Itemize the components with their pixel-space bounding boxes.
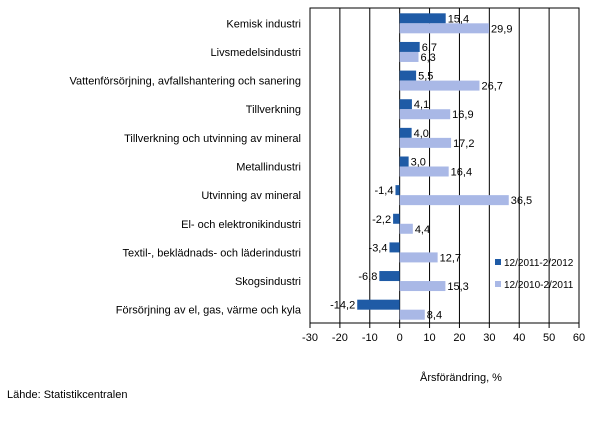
bar: [399, 309, 425, 320]
bar: [399, 70, 417, 81]
source-note: Lähde: Statistikcentralen: [7, 389, 128, 401]
bar: [399, 156, 409, 167]
x-axis-label: Årsförändring, %: [420, 371, 502, 384]
category-label: Tillverkning och utvinning av mineral: [124, 133, 301, 145]
data-label: 5,5: [418, 71, 433, 83]
data-label: 17,2: [453, 138, 474, 150]
x-tick-label: 40: [513, 332, 525, 344]
category-label: Utvinning av mineral: [201, 190, 301, 202]
category-label: Kemisk industri: [226, 18, 301, 30]
data-label: -14,2: [330, 300, 355, 312]
data-label: 16,4: [451, 167, 472, 179]
category-label: Skogsindustri: [235, 276, 301, 288]
data-label: 26,7: [481, 81, 502, 93]
x-tick-label: 30: [483, 332, 495, 344]
data-label: -1,4: [375, 185, 394, 197]
x-tick-label: -20: [332, 332, 348, 344]
category-label: Vattenförsörjning, avfallshantering och …: [69, 76, 301, 88]
data-label: 16,9: [452, 109, 473, 121]
x-tick-label: 20: [453, 332, 465, 344]
category-label: Textil-, beklädnads- och läderindustri: [122, 247, 301, 259]
plot-frame: [309, 7, 580, 324]
x-tick-label: 10: [423, 332, 435, 344]
category-label: Tillverkning: [246, 104, 301, 116]
x-tick-label: -10: [362, 332, 378, 344]
category-labels: Kemisk industri Livsmedelsindustri Vattenf…: [69, 18, 301, 316]
bar: [357, 299, 400, 310]
bars: [357, 13, 509, 320]
bar: [389, 242, 400, 253]
axes: [309, 7, 580, 328]
data-label: 15,3: [447, 281, 468, 293]
legend-label: 12/2010-2/2011: [504, 280, 574, 291]
bar: [399, 127, 412, 138]
bar: [395, 185, 400, 196]
bar: [399, 23, 490, 34]
bar: [399, 252, 438, 263]
data-label: 3,0: [411, 157, 426, 169]
category-label: El- och elektronikindustri: [181, 219, 301, 231]
data-label: 4,0: [414, 128, 429, 140]
tick-labels: -30 -20 -10 0 10 20 30 40 50 60: [302, 332, 585, 344]
data-label: 6,7: [422, 42, 437, 54]
data-label: -6,8: [358, 271, 377, 283]
bar: [379, 271, 400, 282]
bar: [399, 195, 509, 206]
x-tick-label: 50: [543, 332, 555, 344]
legend-label: 12/2011-2/2012: [504, 258, 574, 269]
bar: [393, 213, 400, 224]
bar: [399, 137, 452, 148]
legend-swatch: [495, 281, 501, 287]
data-label: 4,4: [415, 224, 430, 236]
data-label: 6,3: [420, 52, 435, 64]
category-label: Försörjning av el, gas, värme och kyla: [116, 305, 302, 317]
legend: 12/2011-2/2012 12/2010-2/2011: [495, 258, 574, 291]
legend-swatch: [495, 259, 501, 265]
bar: [399, 41, 420, 52]
bar: [399, 281, 446, 292]
data-label: 8,4: [427, 310, 442, 322]
data-label: -3,4: [369, 242, 388, 254]
x-tick-label: -30: [302, 332, 318, 344]
bar: [399, 223, 413, 234]
data-labels: 15,4 29,9 6,76,3 5,5 26,7 4,1 16,9 4,0 17,2 3,0 16…: [330, 13, 532, 321]
bar: [399, 166, 449, 177]
bar: [399, 80, 480, 91]
category-label: Metallindustri: [236, 162, 301, 174]
data-label: 29,9: [491, 23, 512, 35]
bar: [399, 51, 419, 62]
data-label: 4,1: [414, 99, 429, 111]
data-label: 36,5: [511, 195, 532, 207]
bar: [399, 13, 446, 24]
data-label: -2,2: [372, 214, 391, 226]
bar: [399, 99, 412, 110]
category-label: Livsmedelsindustri: [211, 47, 301, 59]
x-tick-label: 0: [397, 332, 403, 344]
x-tick-label: 60: [573, 332, 585, 344]
data-label: 12,7: [440, 252, 461, 264]
data-label: 15,4: [448, 13, 469, 25]
bar: [399, 109, 451, 120]
